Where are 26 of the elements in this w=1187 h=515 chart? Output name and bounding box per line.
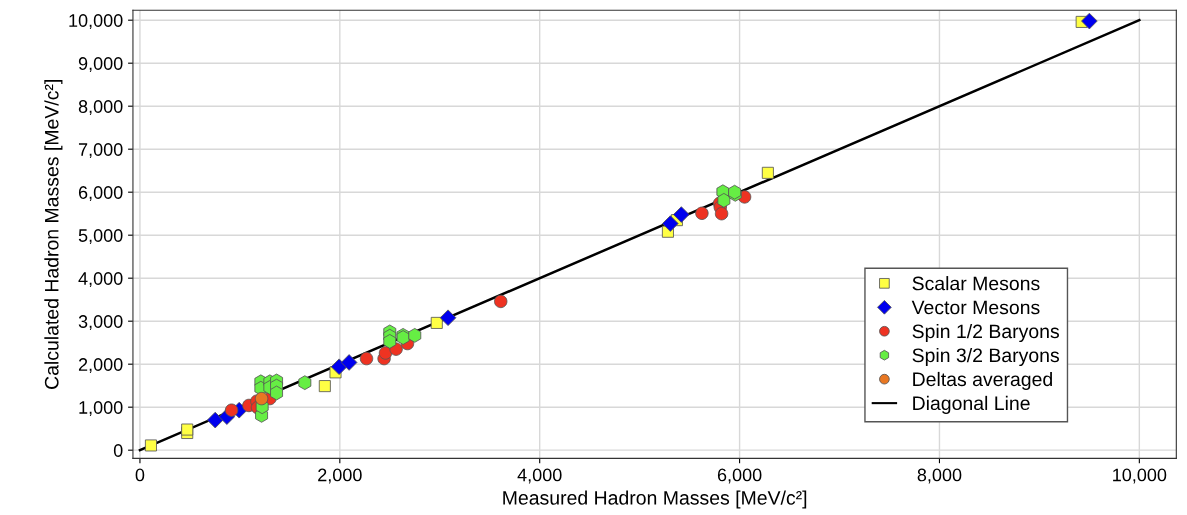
y-tick-label: 10,000 [69,14,123,30]
y-tick-label: 1,000 [79,401,123,417]
y-tick-label: 3,000 [78,315,123,331]
y-tick-label: 2,000 [78,358,123,374]
legend-label: Spin 3/2 Baryons [912,347,1059,367]
legend-label: Diagonal Line [913,395,1030,414]
y-tick-label: 9,000 [78,57,123,73]
y-tick-label: 0 [113,444,123,457]
point [1081,12,1098,30]
x-tick-label: 0 [135,468,145,482]
x-tick-label: 2,000 [318,468,362,484]
legend-label: Vector Mesons [911,300,1040,315]
x-tick-label: 6,000 [717,468,762,484]
x-tick-label: 8,000 [917,468,962,484]
x-tick-label: 10,000 [1113,468,1167,484]
legend-label: Spin 1/2 Baryons [912,323,1059,343]
legend-label: Deltas averaged [913,371,1052,391]
legend-label: Scalar Mesons [912,276,1040,291]
x-axis-title: Measured Hadron Masses [MeV/c²] [503,490,807,509]
y-tick-label: 5,000 [78,229,123,245]
y-tick-label: 7,000 [78,143,123,159]
y-tick-label: 6,000 [78,186,123,202]
x-tick-label: 4,000 [517,468,562,484]
y-tick-label: 4,000 [78,272,123,288]
y-tick-label: 8,000 [78,100,123,116]
y-axis-title: Calculated Hadron Masses [MeV/c²] [44,80,63,389]
